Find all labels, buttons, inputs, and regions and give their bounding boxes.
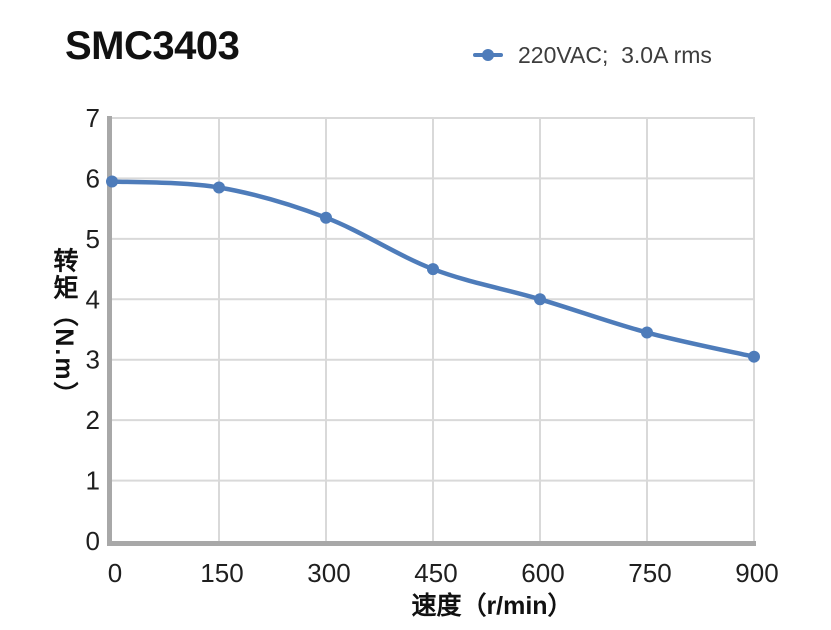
x-tick-label: 300 (307, 558, 350, 588)
y-tick-label: 5 (86, 224, 100, 254)
data-point-marker (106, 175, 118, 188)
x-tick-label: 750 (628, 558, 671, 588)
data-point-marker (748, 350, 760, 363)
legend-series-label: 220VAC; 3.0A rms (518, 41, 712, 68)
y-tick-label: 4 (86, 284, 100, 314)
y-tick-label: 6 (86, 163, 100, 193)
y-tick-label: 1 (86, 466, 100, 496)
y-tick-label: 7 (86, 103, 100, 133)
y-axis-spine (107, 116, 112, 546)
x-tick-label: 150 (200, 558, 243, 588)
y-tick-label: 2 (86, 405, 100, 435)
chart-title: SMC3403 (65, 24, 240, 68)
legend-line-marker-icon (473, 40, 503, 70)
x-tick-label: 900 (735, 558, 778, 588)
x-tick-label: 450 (414, 558, 457, 588)
y-axis-title: 转矩（N.m） (50, 247, 78, 409)
y-tick-label: 3 (86, 345, 100, 375)
x-axis-title: 速度（r/min） (411, 592, 573, 620)
x-axis-spine (107, 541, 756, 546)
legend: 220VAC; 3.0A rms (473, 40, 712, 70)
data-point-marker (320, 211, 332, 224)
data-point-marker (641, 326, 653, 339)
data-point-marker (534, 293, 546, 306)
x-tick-label: 600 (521, 558, 564, 588)
y-tick-label: 0 (86, 526, 100, 556)
legend-dot-icon (482, 49, 494, 61)
data-point-marker (213, 181, 225, 194)
x-tick-label: 0 (108, 558, 122, 588)
data-point-marker (427, 263, 439, 276)
